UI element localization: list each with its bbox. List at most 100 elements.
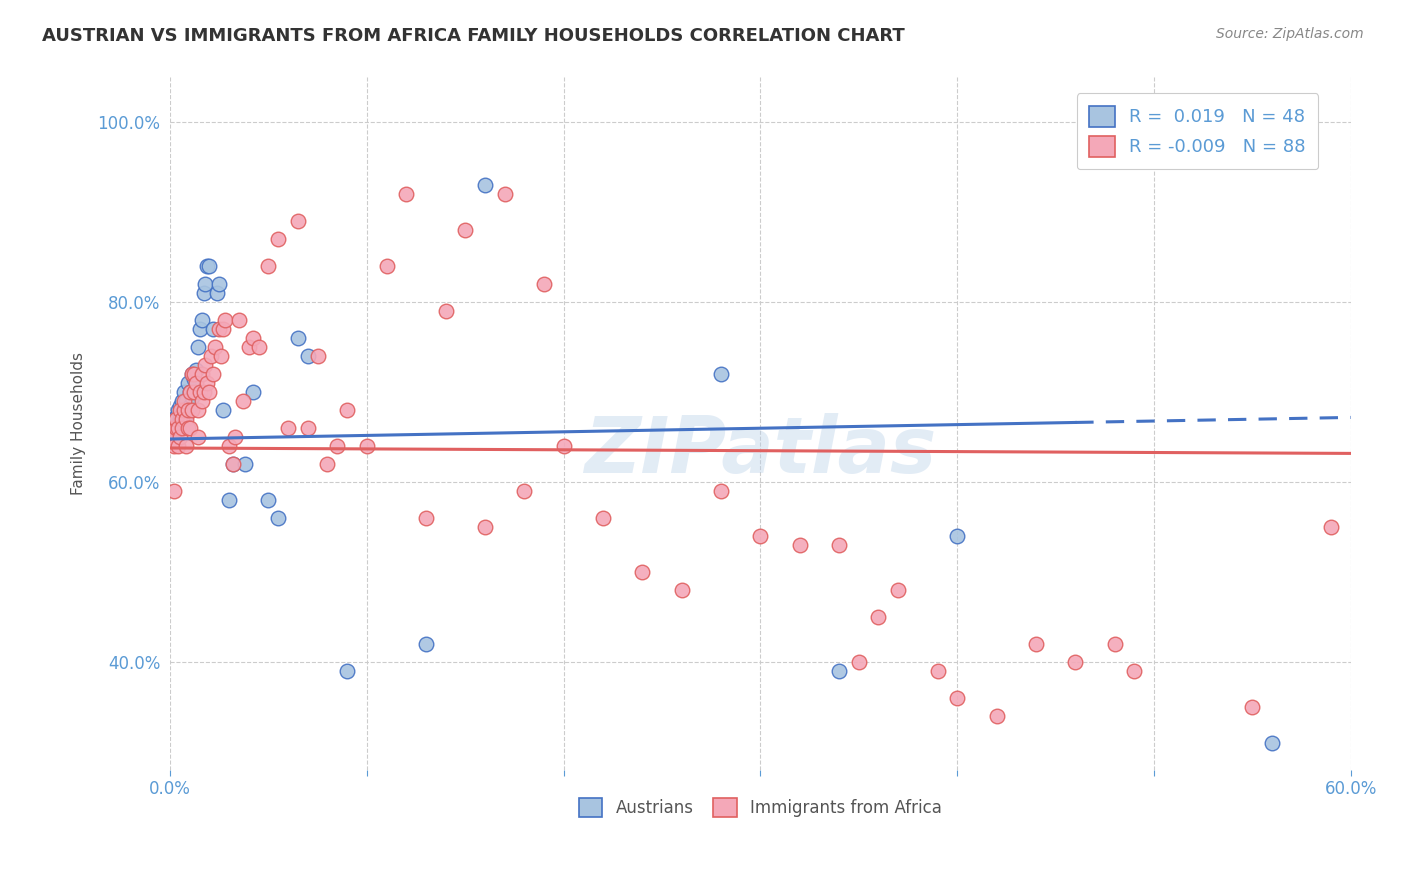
- Point: [232, 394, 254, 409]
- Point: [415, 637, 437, 651]
- Point: [946, 691, 969, 706]
- Point: [183, 385, 205, 400]
- Point: [222, 457, 245, 471]
- Point: [1261, 736, 1284, 750]
- Point: [184, 363, 207, 377]
- Point: [180, 368, 202, 382]
- Point: [710, 368, 733, 382]
- Point: [395, 187, 418, 202]
- Point: [631, 565, 654, 579]
- Point: [307, 349, 329, 363]
- Legend: Austrians, Immigrants from Africa: Austrians, Immigrants from Africa: [572, 791, 949, 824]
- Point: [179, 421, 201, 435]
- Text: Source: ZipAtlas.com: Source: ZipAtlas.com: [1216, 27, 1364, 41]
- Point: [222, 457, 245, 471]
- Point: [326, 439, 349, 453]
- Point: [174, 439, 197, 453]
- Point: [170, 394, 193, 409]
- Point: [212, 322, 235, 336]
- Y-axis label: Family Households: Family Households: [72, 352, 86, 495]
- Point: [553, 439, 575, 453]
- Point: [165, 417, 187, 431]
- Point: [202, 322, 225, 336]
- Point: [242, 331, 264, 345]
- Point: [173, 385, 195, 400]
- Point: [287, 331, 309, 345]
- Point: [212, 403, 235, 417]
- Point: [188, 385, 211, 400]
- Point: [173, 394, 195, 409]
- Point: [177, 403, 200, 417]
- Point: [1104, 637, 1126, 651]
- Point: [224, 430, 246, 444]
- Point: [193, 385, 215, 400]
- Point: [169, 430, 191, 444]
- Point: [163, 484, 186, 499]
- Point: [177, 376, 200, 391]
- Point: [173, 403, 195, 417]
- Point: [169, 399, 191, 413]
- Point: [183, 368, 205, 382]
- Point: [494, 187, 516, 202]
- Point: [828, 664, 851, 678]
- Point: [277, 421, 299, 435]
- Point: [233, 457, 256, 471]
- Point: [257, 260, 280, 274]
- Point: [336, 403, 359, 417]
- Point: [202, 368, 225, 382]
- Point: [214, 313, 236, 327]
- Point: [238, 340, 260, 354]
- Point: [165, 410, 187, 425]
- Point: [986, 709, 1008, 723]
- Point: [247, 340, 270, 354]
- Point: [336, 664, 359, 678]
- Point: [887, 583, 910, 598]
- Text: AUSTRIAN VS IMMIGRANTS FROM AFRICA FAMILY HOUSEHOLDS CORRELATION CHART: AUSTRIAN VS IMMIGRANTS FROM AFRICA FAMIL…: [42, 27, 905, 45]
- Point: [167, 439, 190, 453]
- Point: [179, 385, 201, 400]
- Point: [316, 457, 339, 471]
- Point: [267, 232, 290, 246]
- Point: [218, 493, 240, 508]
- Point: [180, 368, 202, 382]
- Point: [208, 322, 231, 336]
- Point: [190, 394, 212, 409]
- Point: [190, 368, 212, 382]
- Point: [167, 421, 190, 435]
- Point: [197, 260, 219, 274]
- Point: [160, 421, 183, 435]
- Point: [204, 340, 226, 354]
- Point: [207, 286, 229, 301]
- Point: [194, 358, 217, 372]
- Point: [356, 439, 378, 453]
- Point: [474, 520, 496, 534]
- Point: [188, 322, 211, 336]
- Point: [1320, 520, 1343, 534]
- Point: [198, 260, 221, 274]
- Point: [169, 412, 191, 426]
- Point: [193, 286, 215, 301]
- Point: [297, 421, 319, 435]
- Point: [183, 372, 205, 386]
- Text: ZIPatlas: ZIPatlas: [585, 413, 936, 490]
- Point: [179, 385, 201, 400]
- Point: [848, 655, 870, 669]
- Point: [190, 313, 212, 327]
- Point: [749, 529, 772, 543]
- Point: [868, 610, 890, 624]
- Point: [170, 421, 193, 435]
- Point: [592, 511, 614, 525]
- Point: [1123, 664, 1146, 678]
- Point: [927, 664, 949, 678]
- Point: [287, 214, 309, 228]
- Point: [180, 403, 202, 417]
- Point: [946, 529, 969, 543]
- Point: [454, 223, 477, 237]
- Point: [174, 408, 197, 422]
- Point: [228, 313, 250, 327]
- Point: [789, 538, 811, 552]
- Point: [163, 425, 186, 440]
- Point: [1064, 655, 1087, 669]
- Point: [474, 178, 496, 193]
- Point: [1241, 700, 1264, 714]
